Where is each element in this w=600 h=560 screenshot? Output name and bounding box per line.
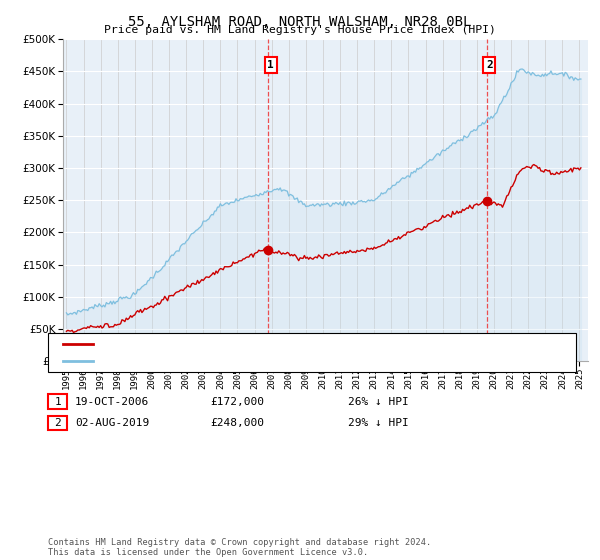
Text: HPI: Average price, detached house, North Norfolk: HPI: Average price, detached house, Nort…	[98, 356, 392, 366]
Text: 55, AYLSHAM ROAD, NORTH WALSHAM, NR28 0BL (detached house): 55, AYLSHAM ROAD, NORTH WALSHAM, NR28 0B…	[98, 339, 446, 349]
Text: 1: 1	[268, 60, 274, 70]
Text: 29% ↓ HPI: 29% ↓ HPI	[348, 418, 409, 428]
Text: 02-AUG-2019: 02-AUG-2019	[75, 418, 149, 428]
Text: 26% ↓ HPI: 26% ↓ HPI	[348, 396, 409, 407]
Text: 2: 2	[486, 60, 493, 70]
Text: 19-OCT-2006: 19-OCT-2006	[75, 396, 149, 407]
Text: Price paid vs. HM Land Registry's House Price Index (HPI): Price paid vs. HM Land Registry's House …	[104, 25, 496, 35]
Text: 1: 1	[54, 396, 61, 407]
Text: 55, AYLSHAM ROAD, NORTH WALSHAM, NR28 0BL: 55, AYLSHAM ROAD, NORTH WALSHAM, NR28 0B…	[128, 15, 472, 29]
Text: £248,000: £248,000	[210, 418, 264, 428]
Text: 2: 2	[54, 418, 61, 428]
Text: £172,000: £172,000	[210, 396, 264, 407]
Text: Contains HM Land Registry data © Crown copyright and database right 2024.
This d: Contains HM Land Registry data © Crown c…	[48, 538, 431, 557]
